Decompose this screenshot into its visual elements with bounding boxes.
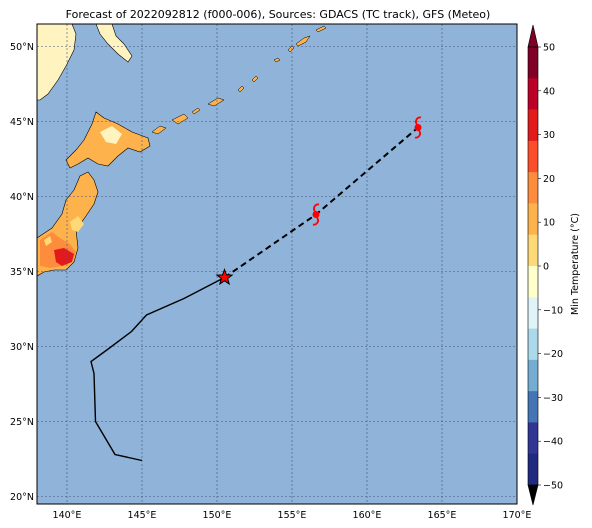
- lat-label-0: 20°N: [10, 492, 34, 503]
- colorbar-band-2: [528, 109, 538, 142]
- colorbar-label: Min Temperature (°C): [570, 213, 581, 315]
- colorbar-tick-label-5: 0: [543, 262, 549, 273]
- land-honshu-hot: [54, 248, 74, 266]
- lon-label-5: 165°E: [428, 510, 457, 521]
- lon-label-6: 170°E: [503, 510, 532, 521]
- lon-label-3: 155°E: [278, 510, 307, 521]
- colorbar-band-6: [528, 234, 538, 267]
- colorbar-band-9: [528, 328, 538, 361]
- colorbar-band-0: [528, 47, 538, 79]
- latitude-labels: 20°N 25°N 30°N 35°N 40°N 45°N 50°N: [10, 42, 34, 503]
- past-track-line: [90, 276, 225, 462]
- colorbar-tick-label-9: −40: [543, 437, 563, 448]
- map-panel: 140°E 145°E 150°E 155°E 160°E 165°E 170°E 20°N…: [10, 23, 532, 521]
- colorbar-band-4: [528, 172, 538, 204]
- colorbar-tick-label-1: 40: [543, 86, 555, 97]
- colorbar-tick-label-10: −50: [543, 481, 563, 492]
- lon-label-1: 145°E: [128, 510, 157, 521]
- land-north-cape: [95, 24, 133, 63]
- colorbar: 50 40 30 20 10 0 −10 −20 −30 −40 −50 Min Temperatu…: [527, 24, 581, 506]
- colorbar-band-3: [528, 140, 538, 173]
- colorbar-band-5: [528, 203, 538, 236]
- colorbar-tick-label-3: 20: [543, 174, 555, 185]
- gridlines: [37, 24, 517, 504]
- colorbar-bands: [528, 47, 538, 486]
- lat-label-5: 45°N: [10, 117, 34, 128]
- colorbar-band-7: [528, 266, 538, 298]
- colorbar-tick-label-8: −30: [543, 393, 563, 404]
- ocean-area: [37, 24, 517, 504]
- figure-title: Forecast of 2022092812 (f000-006), Sourc…: [66, 8, 491, 21]
- land-sakhalin: [37, 24, 77, 101]
- lat-label-3: 35°N: [10, 267, 34, 278]
- current-position-star-icon: [215, 268, 234, 286]
- colorbar-ticks: 50 40 30 20 10 0 −10 −20 −30 −40 −50: [538, 43, 563, 492]
- colorbar-tick-label-0: 50: [543, 43, 555, 54]
- colorbar-tick-label-7: −20: [543, 349, 563, 360]
- lat-label-1: 25°N: [10, 417, 34, 428]
- lon-label-0: 140°E: [53, 510, 82, 521]
- cyclone-icon-1: [414, 116, 422, 139]
- colorbar-tick-label-2: 30: [543, 130, 555, 141]
- colorbar-band-13: [528, 453, 538, 486]
- lat-label-4: 40°N: [10, 192, 34, 203]
- cyclone-icon-0: [312, 203, 320, 226]
- land-hokkaido-cool: [100, 126, 122, 144]
- longitude-labels: 140°E 145°E 150°E 155°E 160°E 165°E 170°E: [53, 510, 532, 521]
- colorbar-tick-label-4: 10: [543, 218, 555, 229]
- tc-track: [90, 116, 422, 462]
- forecast-markers: [312, 116, 422, 226]
- lat-label-2: 30°N: [10, 342, 34, 353]
- colorbar-tick-label-6: −10: [543, 305, 563, 316]
- colorbar-band-12: [528, 422, 538, 455]
- colorbar-extend-top: [527, 24, 539, 48]
- colorbar-band-11: [528, 391, 538, 423]
- colorbar-extend-bottom: [527, 484, 539, 506]
- lon-label-2: 150°E: [203, 510, 232, 521]
- lat-label-6: 50°N: [10, 42, 34, 53]
- land-kuril-islands: [151, 25, 327, 135]
- map-frame: [36, 23, 518, 505]
- land-masses: [37, 24, 327, 277]
- land-honshu-cool: [44, 216, 84, 246]
- colorbar-band-10: [528, 359, 538, 392]
- colorbar-band-8: [528, 297, 538, 329]
- colorbar-band-1: [528, 78, 538, 110]
- lon-label-4: 160°E: [353, 510, 382, 521]
